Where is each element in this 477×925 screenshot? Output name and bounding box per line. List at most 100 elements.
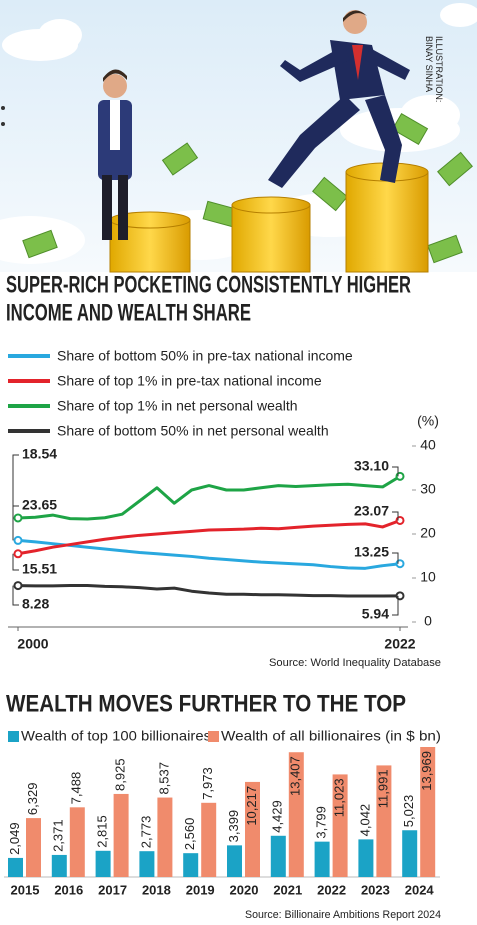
x-tick-label: 2020 — [230, 882, 259, 897]
x-tick-label: 2019 — [186, 882, 215, 897]
y-tick-label: 10 — [420, 569, 436, 585]
value-label: 8.28 — [22, 596, 49, 612]
bar — [314, 841, 330, 877]
running-man — [268, 10, 410, 188]
series-line — [17, 538, 401, 570]
legend-swatch — [8, 731, 19, 742]
legend-label: Wealth of all billionaires (in $ bn) — [221, 728, 441, 744]
value-label: 2,773 — [138, 816, 153, 849]
bar — [270, 835, 286, 877]
legend-label: Share of bottom 50% in pre-tax national … — [57, 348, 353, 364]
x-tick-label: 2023 — [361, 882, 390, 897]
legend-swatch — [208, 731, 219, 742]
point — [13, 581, 23, 591]
series-line — [17, 475, 401, 521]
y-axis-label: (%) — [417, 413, 439, 429]
credit-line: BINAY SINHA — [424, 36, 434, 92]
bar — [332, 774, 348, 877]
bar — [69, 807, 85, 877]
y-tick-label: 0 — [424, 613, 432, 629]
x-tick-label: 2022 — [384, 636, 415, 652]
value-label: 7,488 — [69, 772, 84, 805]
bar — [245, 781, 260, 877]
point — [13, 513, 23, 523]
bar — [402, 830, 418, 877]
source: Source: Billionaire Ambitions Report 202… — [245, 909, 441, 921]
x-tick-label: 2017 — [98, 882, 127, 897]
standing-man — [98, 69, 132, 240]
value-label: 2,815 — [95, 815, 110, 848]
value-label: 2,371 — [51, 819, 66, 852]
value-label: 11,991 — [375, 769, 390, 808]
value-label: 2,560 — [182, 818, 197, 851]
legend-label: Share of top 1% in net personal wealth — [57, 398, 298, 414]
point — [13, 549, 23, 559]
value-label: 2,049 — [7, 822, 22, 855]
bar — [358, 839, 374, 877]
bar — [288, 752, 304, 877]
value-label: 8,925 — [113, 758, 128, 791]
series-line — [17, 583, 401, 598]
label-bracket — [12, 585, 19, 606]
y-tick-label: 20 — [420, 525, 436, 541]
bar — [420, 747, 436, 877]
bar — [139, 851, 155, 877]
value-label: 8,537 — [156, 762, 171, 795]
legend-label: Share of top 1% in pre-tax national inco… — [57, 373, 322, 389]
value-label: 7,973 — [200, 767, 215, 800]
label-bracket — [392, 466, 399, 477]
value-label: 11,023 — [332, 778, 347, 817]
value-label: 15.51 — [22, 561, 57, 577]
value-label: 23.07 — [354, 503, 389, 519]
value-label: 13,407 — [288, 756, 303, 796]
bar — [8, 857, 23, 877]
bar — [227, 845, 242, 877]
bar — [51, 854, 67, 877]
value-label: 4,042 — [357, 804, 372, 837]
bar — [201, 802, 217, 877]
bar — [183, 853, 199, 877]
illustration: ILLUSTRATION: BINAY SINHA — [0, 0, 477, 273]
y-tick-label: 30 — [420, 481, 436, 497]
bar — [26, 818, 41, 877]
bar-chart: WEALTH MOVES FURTHER TO THE TOP Wealth of… — [4, 690, 441, 921]
chart-title: WEALTH MOVES FURTHER TO THE TOP — [6, 690, 406, 717]
x-tick-label: 2015 — [11, 882, 40, 897]
label-bracket — [392, 595, 399, 616]
label-bracket — [12, 454, 19, 541]
value-label: 23.65 — [22, 497, 57, 513]
line-chart: SUPER-RICH POCKETING CONSISTENTLY HIGHER… — [6, 271, 441, 669]
series-line — [17, 519, 401, 556]
x-tick-label: 2016 — [54, 882, 83, 897]
bar — [157, 797, 173, 877]
value-label: 4,429 — [270, 800, 285, 833]
chart-title: SUPER-RICH POCKETING CONSISTENTLY HIGHER — [6, 271, 411, 298]
value-label: 13,969 — [419, 751, 434, 791]
value-label: 5.94 — [362, 606, 389, 622]
chart-title: INCOME AND WEALTH SHARE — [6, 299, 251, 326]
illustration-credit: ILLUSTRATION: BINAY SINHA — [424, 36, 444, 105]
value-label: 3,799 — [314, 806, 329, 839]
value-label: 10,217 — [244, 786, 259, 826]
value-label: 18.54 — [22, 446, 57, 462]
x-tick-label: 2022 — [317, 882, 346, 897]
legend-label: Share of bottom 50% in net personal weal… — [57, 423, 329, 439]
bar — [95, 850, 111, 877]
value-label: 5,023 — [401, 795, 416, 828]
credit-line: ILLUSTRATION: — [434, 36, 444, 102]
value-label: 33.10 — [354, 458, 389, 474]
legend-label: Wealth of top 100 billionaires — [21, 728, 211, 744]
x-tick-label: 2018 — [142, 882, 171, 897]
label-bracket — [392, 511, 399, 521]
label-bracket — [12, 553, 19, 571]
x-tick-label: 2000 — [17, 636, 48, 652]
bar — [113, 793, 129, 877]
value-label: 3,399 — [226, 810, 241, 843]
x-tick-label: 2024 — [405, 882, 435, 897]
source: Source: World Inequality Database — [269, 657, 441, 669]
label-bracket — [12, 505, 19, 518]
bar — [376, 765, 392, 877]
label-bracket — [392, 552, 399, 564]
x-tick-label: 2021 — [273, 882, 302, 897]
